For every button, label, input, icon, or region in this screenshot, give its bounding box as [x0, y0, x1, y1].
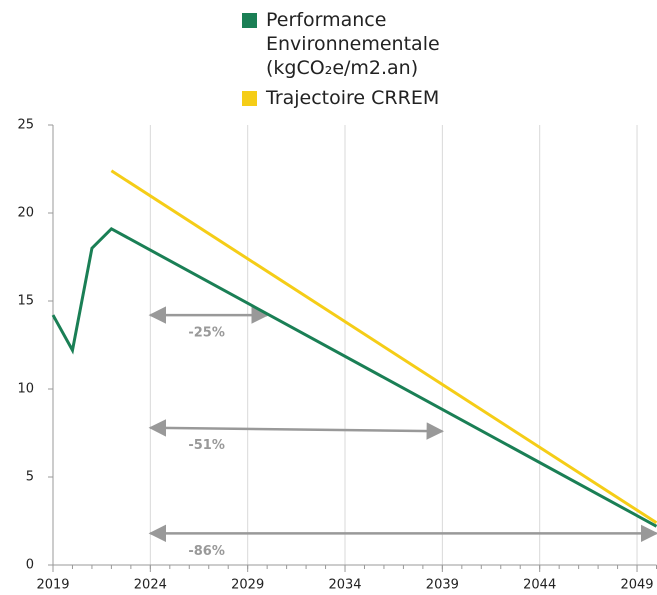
- x-tick-label: 2029: [231, 578, 264, 593]
- annotation-arrow: [148, 419, 445, 440]
- legend-label: Performance Environnementale (kgCO₂e/m2.…: [266, 9, 440, 79]
- y-tick-label: 25: [17, 118, 34, 133]
- legend-item: Performance Environnementale (kgCO₂e/m2.…: [242, 8, 622, 80]
- x-tick-label: 2039: [426, 578, 459, 593]
- legend: Performance Environnementale (kgCO₂e/m2.…: [242, 8, 622, 116]
- y-tick-label: 15: [17, 294, 34, 309]
- x-tick-label: 2034: [328, 578, 361, 593]
- legend-swatch: [242, 13, 257, 28]
- y-tick-label: 0: [26, 558, 34, 573]
- x-tick-label: 2049: [620, 578, 653, 593]
- line-series: [110, 169, 657, 525]
- annotation-label: -86%: [188, 544, 225, 559]
- legend-label: Trajectoire CRREM: [266, 87, 440, 109]
- annotation-label: -25%: [188, 326, 225, 341]
- x-tick-label: 2024: [134, 578, 167, 593]
- x-tick-label: 2019: [36, 578, 69, 593]
- annotation-label: -51%: [188, 438, 225, 453]
- legend-swatch: [242, 91, 257, 106]
- x-tick-label: 2044: [523, 578, 556, 593]
- y-tick-label: 20: [17, 206, 34, 221]
- y-tick-label: 10: [17, 382, 34, 397]
- legend-item: Trajectoire CRREM: [242, 86, 622, 110]
- line-series: [51, 226, 657, 528]
- y-tick-label: 5: [26, 470, 34, 485]
